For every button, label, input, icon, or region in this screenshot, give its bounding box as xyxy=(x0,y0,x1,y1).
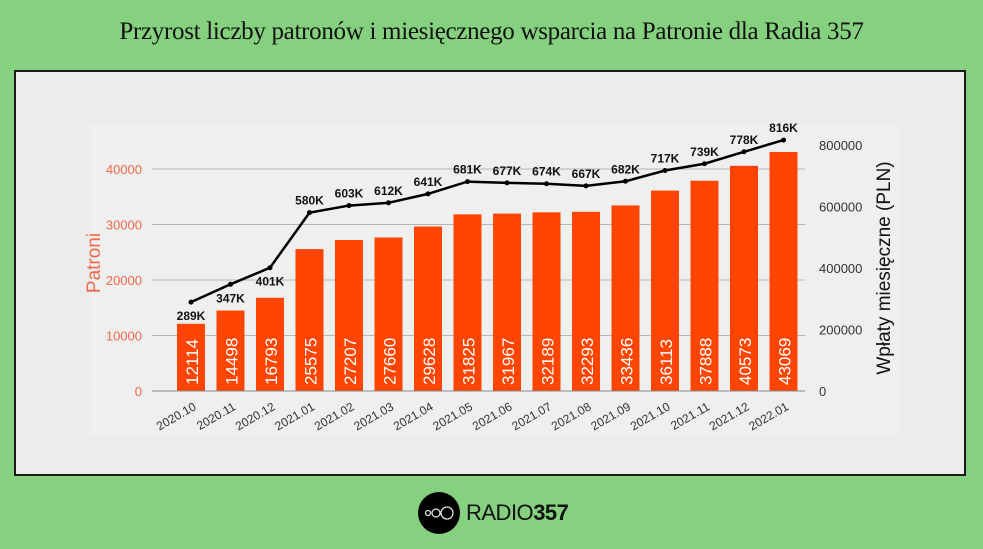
line-point xyxy=(307,210,312,216)
bar-value-label: 27207 xyxy=(341,338,360,385)
y-tick-label: 40000 xyxy=(106,162,142,177)
bar xyxy=(532,212,561,391)
bar xyxy=(651,190,679,391)
line-value-label: 667K xyxy=(572,167,601,181)
radio357-logo: RADIO357 xyxy=(418,492,569,534)
line-point xyxy=(267,265,273,271)
chart-title: Przyrost liczby patronów i miesięcznego … xyxy=(119,18,864,45)
line-value-label: 580K xyxy=(295,194,324,208)
bar xyxy=(256,297,284,391)
bar xyxy=(690,180,719,391)
y-tick-label: 0 xyxy=(135,384,142,399)
y-axis-label: Patroni xyxy=(84,233,105,293)
line-value-label: 816K xyxy=(769,121,798,135)
logo-text: RADIO xyxy=(466,500,534,525)
line-value-label: 677K xyxy=(493,164,522,178)
y-tick-label: 30000 xyxy=(106,218,142,233)
line-value-label: 681K xyxy=(453,163,482,177)
line-point xyxy=(346,203,352,209)
line-value-label: 401K xyxy=(256,275,285,289)
bar-value-label: 12114 xyxy=(183,339,202,385)
line-point xyxy=(504,180,510,186)
y2-tick-label: 400000 xyxy=(819,261,862,276)
bar-value-label: 40573 xyxy=(736,338,755,385)
bar-value-label: 33436 xyxy=(618,338,637,385)
bar-value-label: 31967 xyxy=(499,338,518,385)
y2-axis-label: Wpłaty miesięczne (PLN) xyxy=(874,161,895,374)
bar xyxy=(730,165,758,391)
line-point xyxy=(188,299,194,305)
line-value-label: 674K xyxy=(532,165,561,179)
bar xyxy=(611,205,640,391)
bar-value-label: 27660 xyxy=(381,338,400,385)
bar-value-label: 31825 xyxy=(460,338,479,385)
line-series xyxy=(190,138,784,304)
line-point xyxy=(228,281,233,287)
line-value-label: 603K xyxy=(335,187,364,201)
y-tick-label: 10000 xyxy=(106,329,142,344)
line-value-label: 641K xyxy=(414,175,443,189)
line-point xyxy=(386,200,391,206)
bar xyxy=(769,151,798,391)
line-point xyxy=(702,161,707,167)
line-value-label: 682K xyxy=(611,162,640,176)
y2-tick-label: 800000 xyxy=(819,138,862,153)
line-point xyxy=(623,178,628,184)
bar xyxy=(453,214,482,391)
logo-circles-icon xyxy=(418,492,460,534)
y2-tick-label: 600000 xyxy=(819,200,862,215)
line-point xyxy=(465,179,470,185)
bar-value-label: 16793 xyxy=(262,338,281,385)
y2-tick-label: 200000 xyxy=(819,323,862,338)
bar-value-label: 37888 xyxy=(697,338,716,385)
line-point xyxy=(425,191,431,197)
line-value-label: 289K xyxy=(177,309,206,323)
bar xyxy=(216,310,245,391)
line-point xyxy=(544,181,549,187)
bar-value-label: 25575 xyxy=(302,338,321,385)
bar xyxy=(295,249,324,391)
bar xyxy=(335,240,363,391)
y2-tick-label: 0 xyxy=(819,384,826,399)
bar-value-label: 36113 xyxy=(657,339,676,385)
bar xyxy=(374,237,403,391)
bar-value-label: 32189 xyxy=(539,338,558,385)
line-point xyxy=(662,168,668,174)
line-point xyxy=(583,183,589,189)
bar-value-label: 32293 xyxy=(578,338,597,385)
line-point xyxy=(781,137,786,143)
line-value-label: 739K xyxy=(690,145,719,159)
bar xyxy=(414,226,442,391)
line-point xyxy=(741,149,747,155)
line-value-label: 717K xyxy=(651,152,680,166)
logo-number: 357 xyxy=(533,500,569,525)
line-value-label: 612K xyxy=(374,184,403,198)
line-value-label: 778K xyxy=(730,133,759,147)
line-value-label: 347K xyxy=(216,291,245,305)
bar-value-label: 14498 xyxy=(223,338,242,385)
bar xyxy=(493,213,521,391)
y-tick-label: 20000 xyxy=(106,273,142,288)
bar-value-label: 43069 xyxy=(776,338,795,385)
bar xyxy=(572,211,600,391)
bar xyxy=(177,323,205,391)
bar-value-label: 29628 xyxy=(420,338,439,385)
